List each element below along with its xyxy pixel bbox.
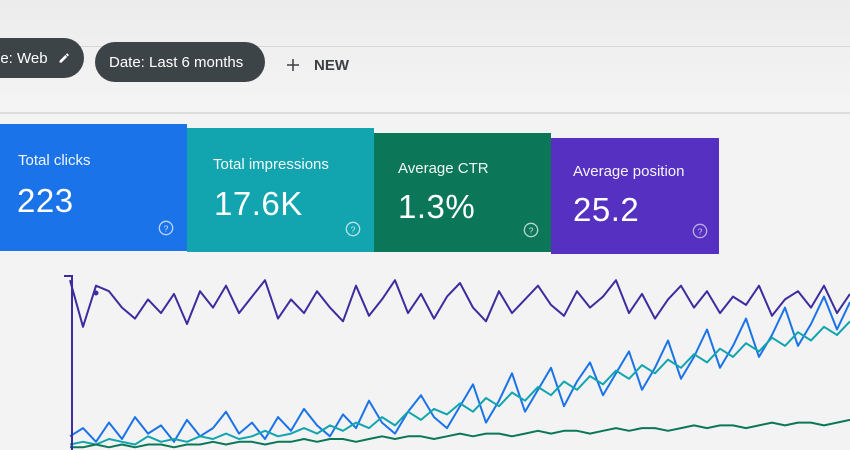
chart-series-line-2	[69, 320, 850, 446]
new-filter-button[interactable]: NEW	[284, 56, 349, 74]
metric-value: 25.2	[573, 191, 640, 228]
pencil-icon[interactable]	[58, 50, 70, 66]
filter-bar: pe: Web Date: Last 6 months NEW	[0, 0, 850, 114]
metric-card-average-ctr[interactable]: Average CTR 1.3% ?	[374, 133, 551, 252]
metric-card-average-position[interactable]: Average position 25.2 ?	[551, 138, 719, 254]
top-strip	[0, 0, 850, 47]
metric-label: Total impressions	[213, 156, 329, 173]
svg-text:?: ?	[164, 223, 169, 233]
chart-series-line-3	[70, 418, 850, 449]
metric-value: 223	[17, 182, 74, 219]
filter-chip-date[interactable]: Date: Last 6 months	[95, 42, 265, 82]
metric-value: 1.3%	[398, 188, 476, 225]
filter-chip-label: pe: Web	[0, 49, 48, 67]
chart-series-line-1	[69, 295, 850, 443]
help-icon[interactable]: ?	[692, 223, 708, 239]
svg-text:?: ?	[351, 224, 356, 234]
metric-card-total-impressions[interactable]: Total impressions 17.6K ?	[187, 128, 374, 252]
chart-spike-line	[64, 275, 73, 450]
help-icon[interactable]: ?	[523, 222, 539, 238]
metric-label: Total clicks	[18, 152, 91, 169]
chart-series-line-0	[69, 279, 850, 328]
svg-text:?: ?	[698, 226, 703, 236]
help-icon[interactable]: ?	[345, 221, 361, 237]
metric-label: Average CTR	[398, 160, 489, 177]
filter-chip-label: Date: Last 6 months	[109, 53, 244, 71]
chart-point	[93, 290, 99, 296]
svg-text:?: ?	[529, 225, 534, 235]
metric-label: Average position	[573, 163, 685, 180]
plus-icon	[287, 59, 299, 71]
performance-chart[interactable]	[0, 262, 850, 450]
help-icon[interactable]: ?	[158, 220, 174, 236]
new-filter-label: NEW	[314, 56, 349, 74]
metric-card-total-clicks[interactable]: Total clicks 223 ?	[0, 124, 187, 251]
filter-chip-search-type[interactable]: pe: Web	[0, 38, 84, 78]
metric-value: 17.6K	[214, 185, 303, 222]
